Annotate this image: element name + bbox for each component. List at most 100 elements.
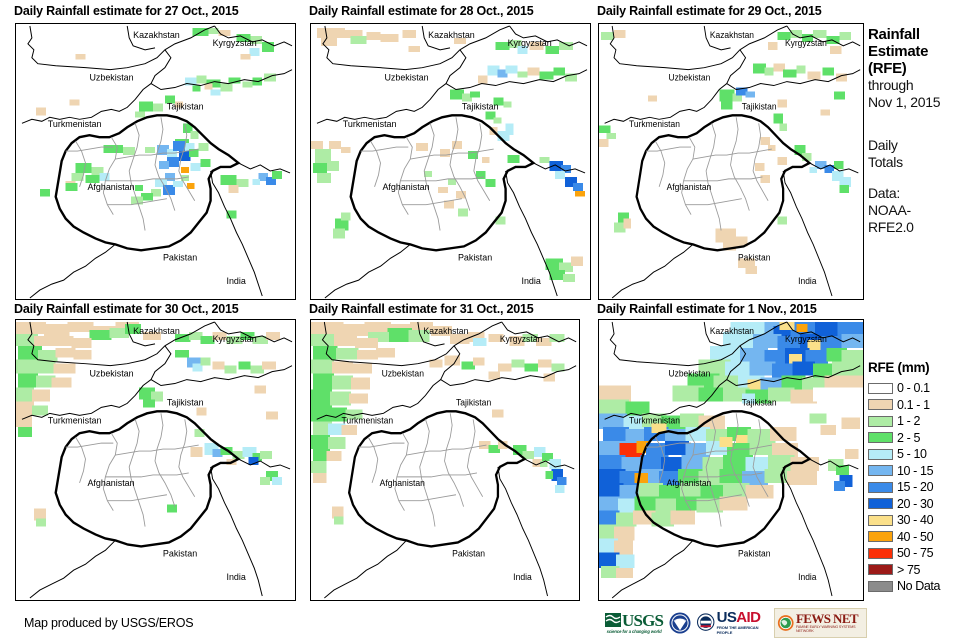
- legend-swatch-icon: [868, 432, 893, 444]
- legend-swatch-icon: [868, 481, 893, 493]
- panel-title: Daily Rainfall estimate for 30 Oct., 201…: [14, 302, 239, 316]
- svg-text:Kazakhstan: Kazakhstan: [133, 326, 180, 336]
- legend-label: 1 - 2: [897, 414, 921, 429]
- svg-text:Pakistan: Pakistan: [458, 252, 492, 262]
- usaid-seal-icon: [697, 613, 715, 631]
- map-panel-30-oct: Daily Rainfall estimate for 30 Oct., 201…: [14, 302, 296, 602]
- rfe-raster: Kazakhstan Kyrgyzstan Uzbekistan Tajikis…: [599, 24, 863, 299]
- map-frame[interactable]: Kazakhstan Kyrgyzstan Uzbekistan Tajikis…: [310, 23, 591, 300]
- svg-text:Uzbekistan: Uzbekistan: [384, 73, 428, 83]
- legend-label: 0.1 - 1: [897, 397, 930, 412]
- svg-text:Tajikistan: Tajikistan: [462, 101, 499, 111]
- svg-text:Uzbekistan: Uzbekistan: [669, 368, 711, 378]
- legend-label: 50 - 75: [897, 546, 934, 561]
- legend-swatch-icon: [868, 448, 893, 460]
- svg-text:India: India: [226, 276, 245, 286]
- svg-text:Pakistan: Pakistan: [738, 548, 771, 558]
- rfe-raster: Kazakhstan Kyrgyzstan Uzbekistan Tajikis…: [599, 320, 863, 600]
- legend-item: 40 - 50: [868, 529, 975, 546]
- map-panel-27-oct: Daily Rainfall estimate for 27 Oct., 201…: [14, 4, 296, 300]
- map-panel-31-oct: Daily Rainfall estimate for 31 Oct., 201…: [309, 302, 591, 602]
- legend-item: 2 - 5: [868, 430, 975, 447]
- svg-text:Tajikistan: Tajikistan: [167, 397, 204, 407]
- legend-swatch-icon: [868, 564, 893, 576]
- legend-label: 2 - 5: [897, 430, 921, 445]
- caption-spacer-2: [868, 171, 975, 185]
- rfe-raster: Kazakhstan Kyrgyzstan Uzbekistan Tajikis…: [16, 320, 295, 600]
- svg-text:Pakistan: Pakistan: [738, 252, 771, 262]
- caption-title-line2: Estimate: [868, 43, 929, 60]
- legend-item: No Data: [868, 578, 975, 595]
- rfe-legend: RFE (mm) 0 - 0.1 0.1 - 1 1 - 2 2 - 5 5 -…: [868, 360, 975, 595]
- map-frame[interactable]: Kazakhstan Kyrgyzstan Uzbekistan Tajikis…: [15, 319, 296, 601]
- panel-title: Daily Rainfall estimate for 28 Oct., 201…: [309, 4, 534, 18]
- map-panel-29-oct: Daily Rainfall estimate for 29 Oct., 201…: [597, 4, 879, 300]
- map-frame[interactable]: Kazakhstan Kyrgyzstan Uzbekistan Tajikis…: [598, 23, 864, 300]
- svg-text:Pakistan: Pakistan: [163, 548, 197, 558]
- svg-text:Uzbekistan: Uzbekistan: [669, 72, 711, 82]
- svg-text:Turkmenistan: Turkmenistan: [343, 119, 397, 129]
- map-frame[interactable]: Kazakhstan Kyrgyzstan Uzbekistan Tajikis…: [15, 23, 296, 300]
- svg-text:Turkmenistan: Turkmenistan: [48, 415, 102, 425]
- legend-item: 5 - 10: [868, 446, 975, 463]
- legend-swatch-icon: [868, 415, 893, 427]
- usaid-wordmark-secondary: AID: [736, 609, 761, 626]
- svg-text:Uzbekistan: Uzbekistan: [89, 73, 133, 83]
- legend-item: 1 - 2: [868, 413, 975, 430]
- fewsnet-logo: FEWS NET FAMINE EARLY WARNING SYSTEMS NE…: [773, 608, 867, 638]
- usgs-wave-icon: [605, 613, 621, 627]
- legend-item: 0.1 - 1: [868, 397, 975, 414]
- svg-text:Kyrgyzstan: Kyrgyzstan: [785, 38, 827, 48]
- caption-data-line2: NOAA-: [868, 202, 911, 218]
- svg-text:Kyrgyzstan: Kyrgyzstan: [213, 38, 257, 48]
- usaid-logo: USAID FROM THE AMERICAN PEOPLE: [697, 610, 767, 636]
- agency-logo-row: USGS science for a changing world: [605, 608, 867, 638]
- legend-swatch-icon: [868, 580, 893, 592]
- legend-item: 30 - 40: [868, 512, 975, 529]
- rfe-raster: Kazakhstan Kyrgyzstan Uzbekistan Tajikis…: [16, 24, 295, 299]
- svg-text:Kazakhstan: Kazakhstan: [710, 326, 754, 336]
- svg-text:Pakistan: Pakistan: [163, 252, 197, 262]
- svg-text:Turkmenistan: Turkmenistan: [48, 119, 102, 129]
- svg-text:Afghanistan: Afghanistan: [87, 478, 134, 488]
- legend-title: RFE (mm): [868, 360, 930, 375]
- svg-text:Kyrgyzstan: Kyrgyzstan: [785, 334, 827, 344]
- usgs-wordmark: USGS: [622, 610, 664, 630]
- svg-text:India: India: [513, 572, 532, 582]
- noaa-logo: [669, 610, 691, 636]
- svg-text:India: India: [798, 572, 816, 582]
- usaid-tagline: FROM THE AMERICAN PEOPLE: [716, 625, 759, 635]
- legend-item: 10 - 15: [868, 463, 975, 480]
- legend-swatch-icon: [868, 514, 893, 526]
- svg-text:Uzbekistan: Uzbekistan: [89, 369, 133, 379]
- caption-through-date: Nov 1, 2015: [868, 94, 941, 110]
- legend-label: 10 - 15: [897, 463, 934, 478]
- noaa-seal-icon: [669, 612, 691, 634]
- legend-label: 20 - 30: [897, 496, 934, 511]
- svg-text:Kyrgyzstan: Kyrgyzstan: [213, 334, 257, 344]
- svg-text:Turkmenistan: Turkmenistan: [629, 415, 680, 425]
- svg-text:Pakistan: Pakistan: [452, 548, 485, 558]
- rfe-raster: Kazakhstan Kyrgyzstan Uzbekistan Tajikis…: [311, 24, 590, 299]
- map-frame[interactable]: Kazakhstan Kyrgyzstan Uzbekistan Tajikis…: [598, 319, 864, 601]
- caption-title-line1: Rainfall: [868, 26, 920, 43]
- svg-text:Tajikistan: Tajikistan: [742, 397, 777, 407]
- svg-text:India: India: [521, 276, 540, 286]
- svg-text:India: India: [226, 572, 245, 582]
- legend-item: 0 - 0.1: [868, 380, 975, 397]
- legend-item: > 75: [868, 562, 975, 579]
- legend-label: 15 - 20: [897, 480, 934, 495]
- legend-swatch-icon: [868, 382, 893, 394]
- caption-data-line3: RFE2.0: [868, 219, 914, 235]
- svg-text:Kyrgyzstan: Kyrgyzstan: [508, 38, 552, 48]
- map-panel-28-oct: Daily Rainfall estimate for 28 Oct., 201…: [309, 4, 591, 300]
- map-frame[interactable]: Kazakhstan Kyrgyzstan Uzbekistan Tajikis…: [310, 319, 580, 601]
- svg-text:Afghanistan: Afghanistan: [667, 182, 712, 192]
- caption-totals-line1: Daily: [868, 137, 898, 153]
- svg-text:Kazakhstan: Kazakhstan: [133, 30, 180, 40]
- legend-label: > 75: [897, 562, 921, 577]
- panel-title: Daily Rainfall estimate for 31 Oct., 201…: [309, 302, 534, 316]
- svg-text:Tajikistan: Tajikistan: [167, 101, 204, 111]
- panel-title: Daily Rainfall estimate for 27 Oct., 201…: [14, 4, 239, 18]
- svg-text:Kazakhstan: Kazakhstan: [424, 326, 469, 336]
